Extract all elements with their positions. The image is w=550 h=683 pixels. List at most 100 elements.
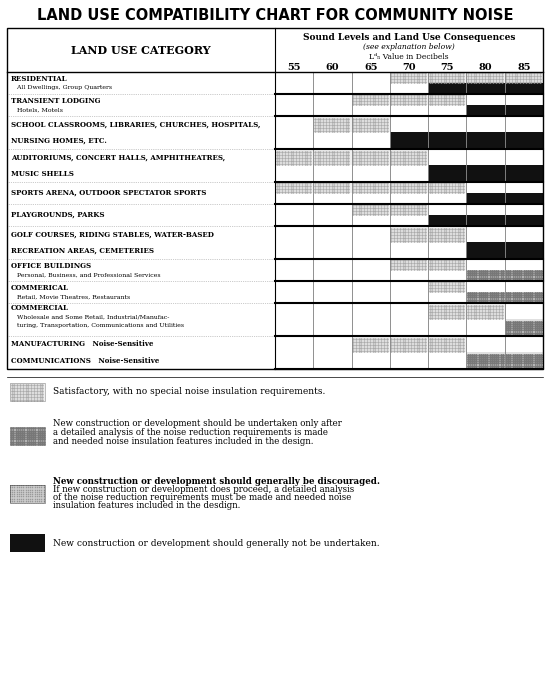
Bar — [466, 132, 505, 149]
Bar — [466, 193, 505, 204]
Bar — [466, 242, 505, 259]
Bar — [428, 215, 466, 226]
Bar — [428, 165, 466, 182]
Bar — [428, 83, 466, 94]
Text: Wholesale and Some Retail, Industrial/Manufac-: Wholesale and Some Retail, Industrial/Ma… — [13, 314, 169, 320]
Bar — [314, 182, 351, 193]
Text: COMMERCIAL: COMMERCIAL — [11, 304, 69, 312]
Bar — [505, 193, 543, 204]
Text: COMMERICAL: COMMERICAL — [11, 284, 69, 292]
Bar — [275, 149, 314, 165]
Bar — [428, 72, 466, 83]
Bar — [275, 182, 314, 193]
Bar — [10, 485, 45, 503]
Text: GOLF COURSES, RIDING STABLES, WATER-BASED: GOLF COURSES, RIDING STABLES, WATER-BASE… — [11, 230, 214, 238]
Bar — [466, 215, 505, 226]
Bar — [10, 534, 45, 552]
Bar — [390, 336, 428, 352]
Text: New construction or development should generally not be undertaken.: New construction or development should g… — [53, 538, 380, 548]
Bar — [505, 165, 543, 182]
Bar — [505, 215, 543, 226]
Bar — [10, 383, 45, 401]
Text: AUDITORIUMS, CONCERT HALLS, AMPHITHEATRES,: AUDITORIUMS, CONCERT HALLS, AMPHITHEATRE… — [11, 153, 225, 161]
Text: RESIDENTIAL: RESIDENTIAL — [11, 75, 68, 83]
Text: New construction or development should generally be discouraged.: New construction or development should g… — [53, 477, 380, 486]
Text: Personal, Business, and Professional Services: Personal, Business, and Professional Ser… — [13, 273, 161, 277]
Text: LAND USE COMPATIBILITY CHART FOR COMMUNITY NOISE: LAND USE COMPATIBILITY CHART FOR COMMUNI… — [37, 8, 513, 23]
Bar — [10, 427, 45, 445]
Bar — [428, 94, 466, 105]
Text: Retail, Movie Theatres, Restaurants: Retail, Movie Theatres, Restaurants — [13, 294, 130, 300]
Bar — [10, 427, 45, 445]
Text: 55: 55 — [288, 64, 301, 72]
Text: Satisfactory, with no special noise insulation requirements.: Satisfactory, with no special noise insu… — [53, 387, 326, 397]
Text: All Dwellings, Group Quarters: All Dwellings, Group Quarters — [13, 85, 112, 91]
Bar — [428, 259, 466, 270]
Bar — [351, 182, 390, 193]
Bar — [466, 303, 505, 319]
Bar — [505, 132, 543, 149]
Text: a detailed analysis of the noise reduction requirements is made: a detailed analysis of the noise reducti… — [53, 428, 328, 437]
Text: COMMUNICATIONS   Noise-Sensitive: COMMUNICATIONS Noise-Sensitive — [11, 357, 159, 365]
Bar — [351, 204, 390, 215]
Text: (see explanation below): (see explanation below) — [363, 43, 455, 51]
Bar — [351, 336, 390, 352]
Bar — [390, 259, 428, 270]
Bar — [505, 72, 543, 83]
Text: NURSING HOMES, ETC.: NURSING HOMES, ETC. — [11, 137, 107, 145]
Text: 80: 80 — [478, 64, 492, 72]
Bar — [505, 352, 543, 369]
Bar — [390, 94, 428, 105]
Bar — [428, 132, 466, 149]
Text: SPORTS ARENA, OUTDOOR SPECTATOR SPORTS: SPORTS ARENA, OUTDOOR SPECTATOR SPORTS — [11, 189, 206, 197]
Text: SCHOOL CLASSROOMS, LIBRARIES, CHURCHES, HOSPITALS,: SCHOOL CLASSROOMS, LIBRARIES, CHURCHES, … — [11, 120, 260, 128]
Bar — [390, 72, 428, 83]
Text: MUSIC SHELLS: MUSIC SHELLS — [11, 170, 74, 178]
Text: 60: 60 — [326, 64, 339, 72]
Bar — [505, 83, 543, 94]
Bar — [390, 149, 428, 165]
Bar — [390, 226, 428, 242]
Bar — [505, 270, 543, 281]
Text: New construction or development should be undertaken only after: New construction or development should b… — [53, 419, 342, 428]
Text: 70: 70 — [402, 64, 416, 72]
Text: Sound Levels and Land Use Consequences: Sound Levels and Land Use Consequences — [303, 33, 515, 42]
Bar — [466, 352, 505, 369]
Bar — [390, 132, 428, 149]
Bar — [10, 485, 45, 503]
Bar — [505, 242, 543, 259]
Text: insulation features included in the desdign.: insulation features included in the desd… — [53, 501, 240, 510]
Bar — [466, 292, 505, 303]
Text: If new construction or development does proceed, a detailed analysis: If new construction or development does … — [53, 486, 354, 494]
Bar — [505, 292, 543, 303]
Text: of the noise reduction requirements must be made and needed noise: of the noise reduction requirements must… — [53, 494, 351, 503]
Text: PLAYGROUNDS, PARKS: PLAYGROUNDS, PARKS — [11, 211, 104, 219]
Text: OFFICE BUILDINGS: OFFICE BUILDINGS — [11, 262, 91, 270]
Text: 65: 65 — [364, 64, 377, 72]
Bar — [428, 281, 466, 292]
Bar — [505, 105, 543, 116]
Bar — [428, 336, 466, 352]
Text: RECREATION AREAS, CEMETERIES: RECREATION AREAS, CEMETERIES — [11, 247, 154, 255]
Text: MANUFACTURING   Noise-Sensitive: MANUFACTURING Noise-Sensitive — [11, 340, 153, 348]
Bar — [10, 383, 45, 401]
Bar — [466, 105, 505, 116]
Bar — [390, 182, 428, 193]
Bar — [428, 303, 466, 319]
Text: 75: 75 — [441, 64, 454, 72]
Bar — [314, 149, 351, 165]
Bar — [351, 94, 390, 105]
Bar — [428, 182, 466, 193]
Bar — [351, 116, 390, 132]
Text: turing, Transportation, Communications and Utilities: turing, Transportation, Communications a… — [13, 322, 184, 328]
Bar — [314, 116, 351, 132]
Text: LAND USE CATEGORY: LAND USE CATEGORY — [71, 44, 211, 55]
Text: Lᵈₙ Value in Decibels: Lᵈₙ Value in Decibels — [369, 53, 449, 61]
Text: TRANSIENT LODGING: TRANSIENT LODGING — [11, 97, 101, 105]
Bar — [351, 149, 390, 165]
Text: 85: 85 — [517, 64, 531, 72]
Bar — [466, 270, 505, 281]
Bar — [466, 165, 505, 182]
Bar — [505, 319, 543, 336]
Text: and needed noise insulation features included in the design.: and needed noise insulation features inc… — [53, 436, 314, 445]
